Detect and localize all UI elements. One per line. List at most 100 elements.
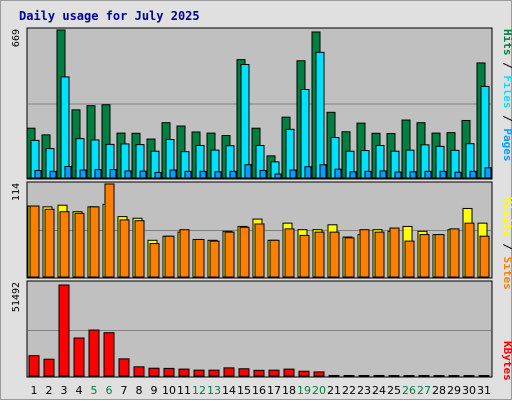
svg-text:KBytes: KBytes <box>501 341 512 381</box>
top-pages-bar <box>199 170 207 179</box>
middle-sites-bar <box>209 240 220 278</box>
day-label: 21 <box>327 384 341 397</box>
svg-text:Hits / Files / Pages: Hits / Files / Pages <box>501 29 512 162</box>
middle-sites-bar <box>194 238 205 278</box>
x-axis-day-labels: 1 2 3 4 5 6 7 8 9 10 11 12 13 14 15 16 17 18 19 20 21 22 23 24 2… <box>31 384 492 397</box>
day-label: 22 <box>342 384 356 397</box>
day-label: 25 <box>387 384 401 397</box>
middle-sites-bar <box>479 235 490 278</box>
pages-axis-label: Pages <box>501 128 512 161</box>
panel-top-axis-label: Hits / Files / Pages <box>501 29 512 162</box>
middle-sites-bar <box>239 226 250 278</box>
top-pages-bar <box>94 169 102 179</box>
top-pages-bar <box>34 169 42 179</box>
top-files-bar <box>300 89 310 179</box>
top-pages-bar <box>454 171 462 179</box>
bottom-kbytes-bar <box>268 369 280 377</box>
middle-sites-bar <box>434 234 445 278</box>
day-label: 15 <box>237 384 251 397</box>
day-label: 19 <box>297 384 311 397</box>
middle-sites-bar <box>359 229 370 278</box>
bottom-kbytes-bar <box>178 368 190 377</box>
top-pages-bar <box>484 167 492 179</box>
top-pages-bar <box>124 170 132 179</box>
day-label: 30 <box>462 384 476 397</box>
top-pages-bar <box>424 170 432 179</box>
middle-sites-bar <box>74 212 85 278</box>
bottom-kbytes-bar <box>43 358 55 377</box>
bottom-kbytes-bar <box>88 329 100 377</box>
middle-sites-bar <box>179 229 190 278</box>
day-label: 8 <box>136 384 143 397</box>
top-files-bar <box>315 51 325 179</box>
middle-sites-bar <box>149 243 160 278</box>
middle-sites-bar <box>389 227 400 278</box>
chart-title: Daily usage for July 2025 <box>19 9 200 23</box>
middle-sites-bar <box>254 223 265 278</box>
axis-label-separator: / <box>501 237 512 257</box>
bottom-kbytes-bar <box>328 374 340 377</box>
day-label: 14 <box>222 384 236 397</box>
day-label: 27 <box>417 384 431 397</box>
day-label: 17 <box>267 384 281 397</box>
middle-sites-bar <box>284 228 295 278</box>
top-pages-bar <box>409 171 417 179</box>
day-label: 26 <box>402 384 416 397</box>
middle-sites-bar <box>314 231 325 278</box>
panel-bottom-axis-label: KBytes <box>501 341 512 381</box>
svg-text:Visits / Sites: Visits / Sites <box>501 197 512 290</box>
top-pages-bar <box>379 170 387 179</box>
top-pages-bar <box>244 164 252 179</box>
top-pages-bar <box>79 169 87 179</box>
bottom-kbytes-bar <box>163 367 175 377</box>
bottom-kbytes-bar <box>313 371 325 377</box>
day-label: 20 <box>312 384 326 397</box>
middle-sites-bar <box>374 231 385 278</box>
day-label: 2 <box>46 384 53 397</box>
middle-sites-bar <box>104 183 115 278</box>
middle-sites-bar <box>404 240 415 278</box>
bottom-kbytes-bar <box>283 368 295 377</box>
bottom-kbytes-bar <box>103 332 115 377</box>
bottom-kbytes-bar <box>118 358 130 377</box>
bottom-kbytes-bar <box>463 375 475 377</box>
middle-sites-bar <box>89 206 100 278</box>
day-label: 31 <box>477 384 491 397</box>
middle-sites-bar <box>164 235 175 278</box>
bottom-kbytes-bar <box>403 375 415 377</box>
top-files-bar <box>480 85 490 179</box>
day-label: 28 <box>432 384 446 397</box>
top-pages-bar <box>439 170 447 179</box>
top-pages-bar <box>319 164 327 179</box>
middle-sites-bar <box>419 234 430 278</box>
middle-sites-bar <box>134 220 145 278</box>
panel-bottom-max-label: 51492 <box>11 282 22 312</box>
top-pages-bar <box>394 171 402 179</box>
bottom-kbytes-bar <box>358 375 370 377</box>
axis-label-separator: / <box>501 56 512 76</box>
top-pages-bar <box>289 169 297 179</box>
middle-sites-bar <box>464 222 475 278</box>
middle-sites-bar <box>29 205 40 278</box>
bottom-kbytes-bar <box>388 375 400 377</box>
top-files-bar <box>60 76 70 179</box>
top-pages-bar <box>304 166 312 179</box>
day-label: 13 <box>207 384 221 397</box>
top-pages-bar <box>214 171 222 179</box>
day-label: 10 <box>162 384 176 397</box>
bottom-kbytes-bar <box>58 284 70 377</box>
day-label: 3 <box>61 384 68 397</box>
day-label: 24 <box>372 384 386 397</box>
middle-sites-bar <box>329 231 340 278</box>
panel-middle-max-label: 114 <box>11 183 22 201</box>
day-label: 7 <box>121 384 128 397</box>
bottom-kbytes-bar <box>253 369 265 377</box>
top-pages-bar <box>469 170 477 179</box>
middle-sites-bar <box>59 211 70 278</box>
kbytes-axis-label: KBytes <box>501 341 512 381</box>
bottom-kbytes-bar <box>208 369 220 377</box>
hits-axis-label: Hits <box>501 29 512 56</box>
bottom-kbytes-bar <box>193 369 205 377</box>
